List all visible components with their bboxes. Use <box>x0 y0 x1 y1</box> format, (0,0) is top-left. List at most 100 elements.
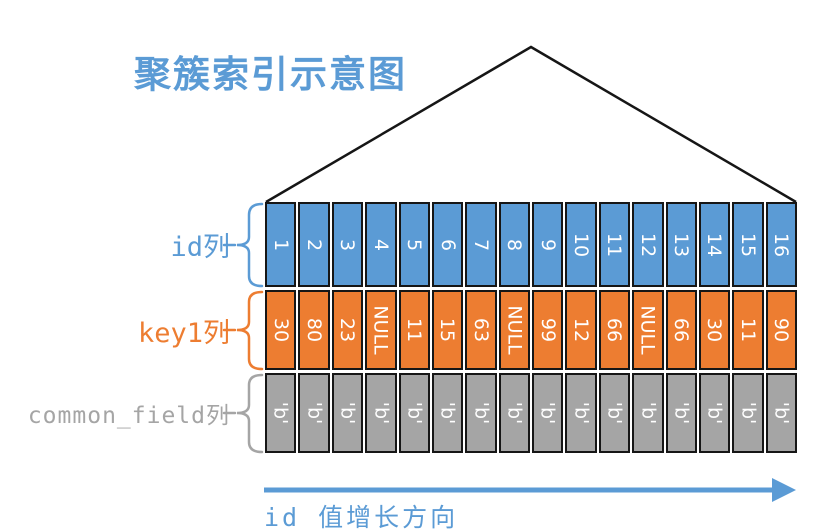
record-cell: 15 <box>732 202 764 287</box>
record-cell-value: 'b' <box>670 401 693 425</box>
record-cell-value: 11 <box>603 232 626 257</box>
record-cell: 80 <box>298 290 330 370</box>
common-field-column-label: common_field列 <box>27 403 230 429</box>
record-cell-value: 'b' <box>336 401 359 425</box>
id-row: 1 2 3 4 5 6 7 8 9 10 11 12 13 14 15 16 <box>265 202 797 287</box>
record-cell: 63 <box>465 290 497 370</box>
record-cell-value: 'b' <box>536 401 559 425</box>
record-cell: 'b' <box>765 373 797 453</box>
record-cell: NULL <box>632 290 664 370</box>
key1-row-brace <box>236 290 264 371</box>
record-cell: 66 <box>598 290 631 370</box>
record-cell: 1 <box>265 202 297 287</box>
record-cell: 'b' <box>598 373 631 453</box>
record-cell: 30 <box>698 290 731 370</box>
record-cell: 99 <box>532 290 564 370</box>
record-cell: 16 <box>765 202 797 287</box>
common-field-row: 'b' 'b' 'b' 'b' 'b' 'b' 'b' 'b' 'b' 'b' 'b' 'b' 'b' '… <box>265 373 797 453</box>
record-cell-value: 14 <box>703 232 726 257</box>
record-cell-value: 9 <box>536 238 559 251</box>
record-cell: 66 <box>665 290 697 370</box>
record-cell-value: 'b' <box>736 401 759 425</box>
record-cell-value: 15 <box>736 232 759 257</box>
id-row-brace <box>236 202 264 288</box>
record-cell: 'b' <box>331 373 364 453</box>
record-cell: 23 <box>331 290 364 370</box>
id-growth-label: id 值增长方向 <box>264 503 459 529</box>
record-cell: 14 <box>698 202 731 287</box>
record-cell-value: 'b' <box>369 401 392 425</box>
record-cell-value: 'b' <box>403 401 426 425</box>
record-cell-value: 'b' <box>469 401 492 425</box>
record-cell: 'b' <box>565 373 597 453</box>
key1-row: 30 80 23 NULL 11 15 63 NULL 99 12 66 NULL 66 30 11 90 <box>265 290 797 370</box>
record-cell: 2 <box>298 202 330 287</box>
record-cell-value: NULL <box>503 305 526 355</box>
record-cell: 5 <box>398 202 430 287</box>
record-cell-value: 11 <box>403 317 426 343</box>
record-cell: NULL <box>498 290 530 370</box>
record-cell-value: 'b' <box>636 401 659 425</box>
record-cell: 12 <box>632 202 664 287</box>
record-cell-value: 7 <box>469 238 492 251</box>
record-cell-value: 4 <box>369 238 392 251</box>
record-cell: 'b' <box>265 373 297 453</box>
record-cell-value: 30 <box>269 317 292 343</box>
record-cell-value: 80 <box>303 317 326 343</box>
record-cell: 10 <box>565 202 597 287</box>
record-cell-value: 3 <box>336 238 359 251</box>
record-cell-value: NULL <box>369 305 392 355</box>
tree-triangle-outline <box>265 45 797 204</box>
record-cell-value: 30 <box>703 317 726 343</box>
record-cell: 3 <box>331 202 364 287</box>
record-cell-value: 6 <box>436 238 459 251</box>
diagram-title: 聚簇索引示意图 <box>134 53 407 96</box>
record-cell: 'b' <box>665 373 697 453</box>
record-cell-value: 15 <box>436 317 459 343</box>
record-cell: 'b' <box>732 373 764 453</box>
record-cell: 7 <box>465 202 497 287</box>
record-cell-value: 63 <box>469 317 492 343</box>
record-cell: 9 <box>532 202 564 287</box>
record-cell-value: 12 <box>636 232 659 257</box>
record-cell-value: NULL <box>636 305 659 355</box>
record-cell: 8 <box>498 202 530 287</box>
record-cell: 6 <box>431 202 464 287</box>
record-cell: 12 <box>565 290 597 370</box>
record-cell-value: 2 <box>303 238 326 251</box>
record-cell-value: 12 <box>570 317 593 343</box>
record-cell: 30 <box>265 290 297 370</box>
record-cell: 15 <box>431 290 464 370</box>
record-cell-value: 11 <box>736 317 759 343</box>
id-growth-arrow-head <box>772 478 796 502</box>
record-cell: 'b' <box>465 373 497 453</box>
record-cell: 'b' <box>698 373 731 453</box>
key1-column-label: key1列 <box>137 317 230 349</box>
record-cell-value: 99 <box>536 317 559 343</box>
record-cell-value: 90 <box>770 317 793 343</box>
record-cell: 11 <box>398 290 430 370</box>
record-cell: 'b' <box>498 373 530 453</box>
record-cell: 'b' <box>532 373 564 453</box>
record-cell: 11 <box>732 290 764 370</box>
record-cell: 'b' <box>365 373 397 453</box>
record-cell-value: 8 <box>503 238 526 251</box>
record-cell: 4 <box>365 202 397 287</box>
record-cell-value: 'b' <box>436 401 459 425</box>
record-cell-value: 16 <box>770 232 793 257</box>
record-cell-value: 66 <box>670 317 693 343</box>
common-field-row-brace <box>236 373 264 454</box>
record-cell-value: 'b' <box>269 401 292 425</box>
id-column-label: id列 <box>170 232 230 263</box>
record-cell: 13 <box>665 202 697 287</box>
record-cell-value: 5 <box>403 238 426 251</box>
record-cell-value: 66 <box>603 317 626 343</box>
record-cell-value: 'b' <box>703 401 726 425</box>
record-cell-value: 'b' <box>770 401 793 425</box>
record-cell: 'b' <box>632 373 664 453</box>
record-cell-value: 10 <box>570 232 593 257</box>
record-cell-value: 13 <box>670 232 693 257</box>
record-cell: 'b' <box>398 373 430 453</box>
record-cell-value: 'b' <box>570 401 593 425</box>
